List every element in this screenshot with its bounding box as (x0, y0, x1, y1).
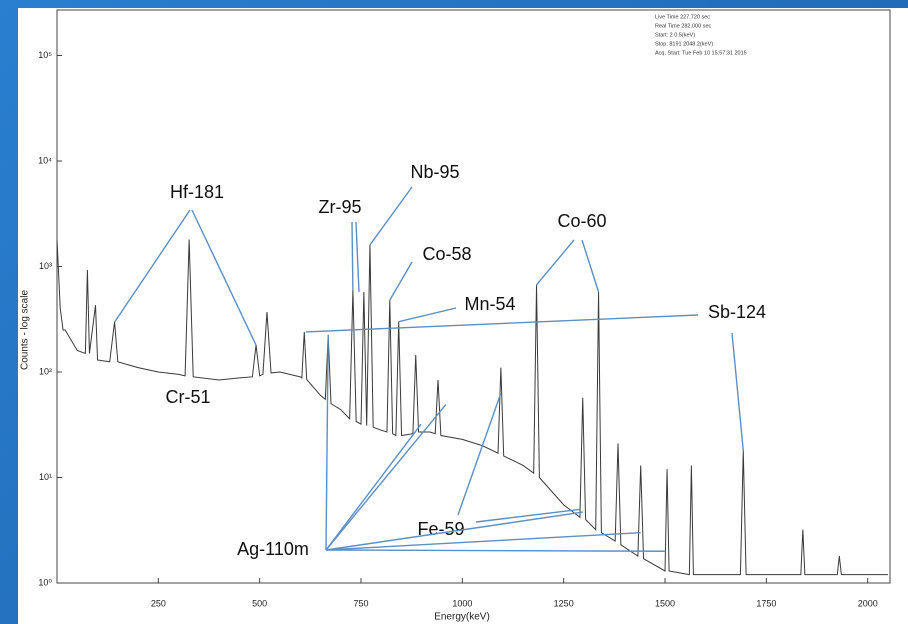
annotation-pointer (325, 511, 583, 551)
x-tick-label: 2000 (858, 598, 878, 608)
y-tick-label: 10¹ (39, 472, 52, 482)
annotation-pointer (325, 531, 641, 551)
x-tick-label: 750 (353, 598, 368, 608)
y-tick-label: 10⁰ (38, 577, 52, 587)
y-axis-label: Counts - log scale (20, 290, 31, 370)
y-tick-label: 10⁴ (38, 155, 52, 165)
spectrum-line (56, 239, 888, 576)
annotation-pointer (355, 221, 360, 292)
annotation-pointer (389, 261, 413, 301)
annotation-pointer (191, 209, 257, 346)
y-tick-label: 10⁵ (38, 50, 52, 60)
y-tick-label: 10² (39, 366, 52, 376)
annotation-pointer (398, 307, 457, 323)
annotation-pointer (581, 239, 600, 293)
annotation-pointer (369, 186, 413, 246)
annotation-pointer (535, 239, 575, 286)
plot-frame (56, 9, 891, 584)
annotation-pointer (475, 508, 581, 523)
annotation-label: Co-58 (422, 244, 471, 264)
info-text: Start: 2 0.5(keV) (655, 32, 695, 38)
annotation-pointer (325, 404, 447, 551)
info-text: Stop: 8191 2048.2(keV) (655, 41, 713, 47)
annotation-label: Sb-124 (708, 302, 766, 322)
x-tick-label: 1750 (756, 598, 776, 608)
annotation-pointer (325, 549, 666, 552)
annotation-pointer (457, 392, 502, 516)
x-tick-label: 500 (252, 598, 267, 608)
annotation-pointer (325, 423, 422, 551)
x-axis-label: Energy(keV) (434, 612, 490, 623)
x-tick-label: 1500 (655, 598, 675, 608)
annotation-pointer (113, 209, 191, 323)
annotation-label: Ag-110m (237, 539, 309, 559)
annotation-pointer (325, 334, 329, 551)
annotation-label: Mn-54 (464, 294, 515, 314)
info-text: Acq. Start: Tue Feb 10 15:57:31 2015 (655, 50, 747, 56)
annotation-label: Cr-51 (165, 387, 210, 407)
annotation-pointer (351, 221, 354, 290)
panel (18, 8, 908, 624)
annotation-label: Co-60 (557, 211, 606, 231)
info-text: Real Time 282.000 sec (655, 23, 712, 29)
annotation-label: Fe-59 (417, 519, 464, 539)
x-tick-label: 1250 (554, 598, 574, 608)
annotation-pointer (305, 314, 699, 333)
y-tick-label: 10³ (39, 261, 52, 271)
info-text: Live Time 227.720 sec (655, 14, 710, 20)
x-tick-label: 1000 (452, 598, 472, 608)
annotation-label: Hf-181 (170, 182, 224, 202)
x-tick-label: 250 (151, 598, 166, 608)
annotation-label: Zr-95 (318, 197, 361, 217)
annotation-label: Nb-95 (410, 162, 459, 182)
annotation-pointer (731, 332, 744, 451)
